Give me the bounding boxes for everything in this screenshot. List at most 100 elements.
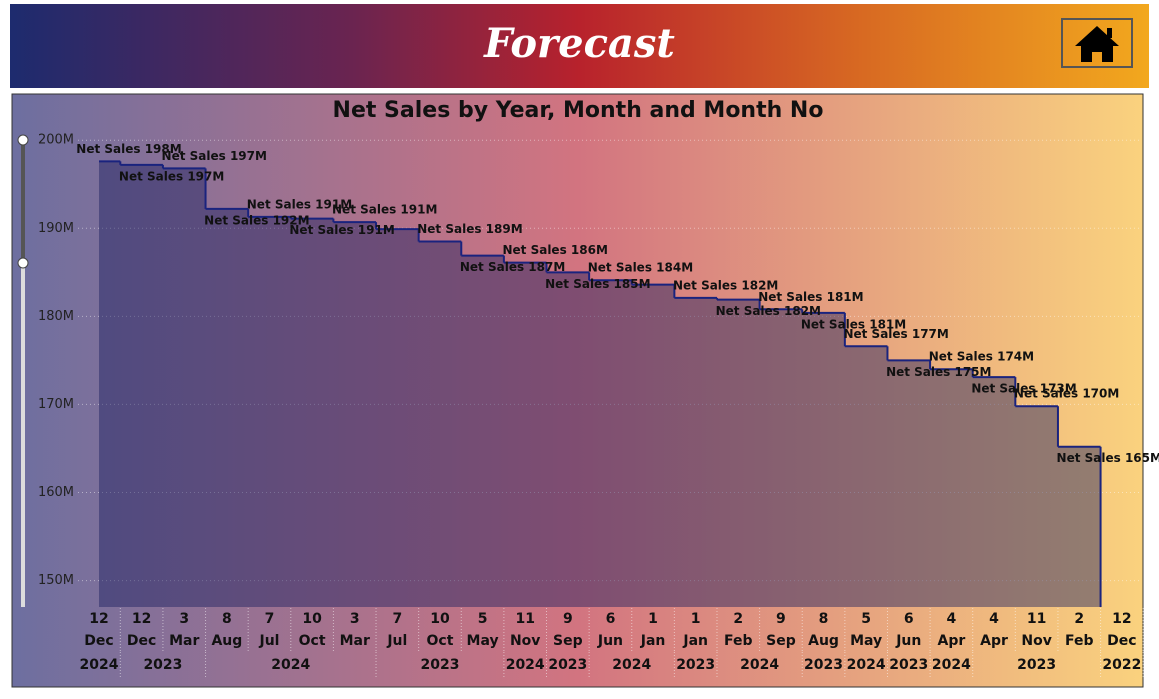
x-tick-label: 12 [132, 611, 151, 627]
x-tick-label: 10 [302, 611, 322, 627]
x-tick-label: 8 [819, 611, 829, 627]
data-label: Net Sales 185M [545, 277, 650, 291]
data-label: Net Sales 182M [673, 278, 778, 292]
x-tick-label: 6 [904, 611, 914, 627]
data-label: Net Sales 189M [417, 222, 522, 236]
x-tick-label: 4 [947, 611, 957, 627]
data-label: Net Sales 191M [247, 197, 352, 211]
data-label: Net Sales 186M [502, 243, 607, 257]
home-button[interactable] [1061, 18, 1133, 68]
x-tick-label: 4 [989, 611, 999, 627]
year-label: 2023 [676, 657, 715, 673]
x-tick-label: Jan [682, 633, 708, 649]
year-label: 2024 [80, 657, 119, 673]
y-tick-label: 150M [38, 573, 74, 588]
data-label: Net Sales 174M [929, 350, 1034, 364]
x-tick-label: Nov [1021, 633, 1051, 649]
year-label: 2024 [932, 657, 971, 673]
x-tick-label: Feb [1065, 633, 1094, 649]
x-tick-label: May [850, 633, 882, 649]
x-tick-label: May [467, 633, 499, 649]
x-tick-label: 12 [1112, 611, 1131, 627]
x-tick-label: Jun [597, 633, 623, 649]
slider-handle[interactable] [17, 134, 29, 146]
x-tick-label: 7 [392, 611, 402, 627]
y-tick-label: 160M [38, 485, 74, 500]
x-tick-label: 5 [478, 611, 488, 627]
year-label: 2023 [804, 657, 843, 673]
x-tick-label: Sep [553, 633, 583, 649]
x-tick-label: Oct [427, 633, 454, 649]
home-icon [1075, 26, 1119, 62]
x-tick-label: 5 [861, 611, 871, 627]
x-tick-label: Jun [895, 633, 921, 649]
x-tick-label: 9 [776, 611, 786, 627]
data-label: Net Sales 182M [716, 304, 821, 318]
x-tick-label: 9 [563, 611, 573, 627]
x-tick-label: Apr [938, 633, 966, 649]
page-title: Forecast [484, 20, 675, 67]
data-label: Net Sales 170M [1014, 387, 1119, 401]
x-tick-label: Jan [640, 633, 666, 649]
data-label: Net Sales 177M [843, 327, 948, 341]
x-tick-label: Aug [211, 633, 242, 649]
year-label: 2023 [143, 657, 182, 673]
x-tick-label: Nov [510, 633, 540, 649]
data-label: Net Sales 181M [801, 317, 906, 331]
x-tick-label: Jul [386, 633, 407, 649]
x-tick-label: 7 [265, 611, 275, 627]
data-label: Net Sales 175M [886, 365, 991, 379]
data-label: Net Sales 187M [460, 260, 565, 274]
x-tick-label: 11 [1027, 611, 1046, 627]
x-tick-label: 3 [179, 611, 189, 627]
area [99, 161, 1101, 607]
y-tick-label: 180M [38, 309, 74, 324]
year-label: 2023 [420, 657, 459, 673]
y-tick-label: 170M [38, 397, 74, 412]
x-tick-label: Jul [258, 633, 279, 649]
year-label: 2023 [548, 657, 587, 673]
year-label: 2023 [889, 657, 928, 673]
year-label: 2024 [506, 657, 545, 673]
slider-handle[interactable] [17, 257, 29, 269]
x-tick-label: 8 [222, 611, 232, 627]
x-tick-label: Mar [169, 633, 199, 649]
x-tick-label: Sep [766, 633, 796, 649]
data-label: Net Sales 191M [289, 223, 394, 237]
x-tick-label: 2 [733, 611, 743, 627]
x-tick-label: Oct [299, 633, 326, 649]
chart-frame [11, 93, 1144, 688]
y-tick-label: 190M [38, 221, 74, 236]
data-label: Net Sales 192M [204, 213, 309, 227]
year-label: 2024 [612, 657, 651, 673]
x-tick-label: Mar [340, 633, 370, 649]
x-tick-label: 1 [648, 611, 658, 627]
year-label: 2023 [1017, 657, 1056, 673]
data-label: Net Sales 181M [758, 290, 863, 304]
x-tick-label: 6 [606, 611, 616, 627]
x-tick-label: Dec [127, 633, 156, 649]
x-tick-label: Feb [724, 633, 753, 649]
year-label: 2024 [271, 657, 310, 673]
data-label: Net Sales 198M [76, 142, 181, 156]
data-label: Net Sales 173M [971, 382, 1076, 396]
x-tick-label: 11 [515, 611, 534, 627]
data-label: Net Sales 184M [588, 261, 693, 275]
x-tick-label: 1 [691, 611, 701, 627]
data-label: Net Sales 191M [332, 203, 437, 217]
x-tick-label: 3 [350, 611, 360, 627]
x-tick-label: 12 [89, 611, 108, 627]
x-tick-label: 10 [430, 611, 450, 627]
year-label: 2024 [847, 657, 886, 673]
year-label: 2024 [740, 657, 779, 673]
data-label: Net Sales 165M [1057, 451, 1159, 465]
x-tick-label: Dec [1107, 633, 1136, 649]
year-label: 2022 [1102, 657, 1141, 673]
data-label: Net Sales 197M [162, 149, 267, 163]
x-tick-label: 2 [1074, 611, 1084, 627]
x-tick-label: Dec [84, 633, 113, 649]
y-tick-label: 200M [38, 133, 74, 148]
header: Forecast [10, 4, 1149, 88]
